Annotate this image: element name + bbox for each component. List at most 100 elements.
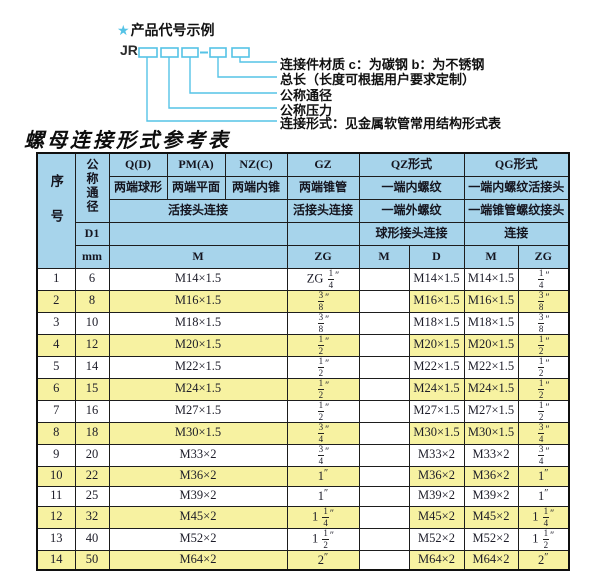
cell-qz-m — [358, 267, 410, 291]
table-row: 10 22 M36×2 1″ M36×2 M36×2 1″ — [36, 465, 570, 487]
header-unit: mm — [74, 244, 110, 269]
header-empty-m — [108, 221, 288, 246]
header-col-qz: QZ形式 — [358, 152, 465, 177]
header-qz-d: D — [408, 244, 465, 269]
table-title: 螺母连接形式参考表 — [24, 130, 231, 152]
code-prefix: JR — [120, 42, 138, 58]
table-row: 1 6 M14×1.5 ZG 1 4 ″ M14×1.5 M14×1.5 1 4 ″ — [36, 267, 570, 291]
header-col-qg-sub3: 连接 — [463, 221, 570, 246]
table-row: 7 16 M27×1.5 1 2 ″ M27×1.5 M27×1.5 1 2 ″ — [36, 399, 570, 423]
callout-line — [168, 57, 277, 109]
table-row: 12 32 M45×2 1 1 4 ″ M45×2 M45×2 1 1 4 ″ — [36, 505, 570, 529]
code-placeholder-box — [231, 47, 250, 58]
cell-qg-m: M20×1.5 — [463, 333, 519, 357]
cell-qg-zg: 1 1 2 ″ — [517, 527, 570, 551]
cell-dn: 15 — [74, 377, 110, 401]
callout-label-diameter: 公称通径 — [280, 88, 333, 103]
cell-qz-d: M33×2 — [408, 443, 465, 467]
cell-dn: 16 — [74, 399, 110, 423]
cell-seq: 1 — [36, 267, 76, 291]
header-col-nz-sub: 两端内锥 — [224, 175, 288, 200]
cell-qz-d: M64×2 — [408, 549, 465, 571]
header-empty-gz — [286, 221, 360, 246]
cell-dn: 25 — [74, 485, 110, 507]
cell-qg-m: M30×1.5 — [463, 421, 519, 445]
cell-gz-zg: 3 8 ″ — [286, 289, 360, 313]
table-row: 2 8 M16×1.5 3 8 ″ M16×1.5 M16×1.5 3 8 ″ — [36, 289, 570, 313]
callout-line — [146, 57, 277, 122]
cell-seq: 14 — [36, 549, 76, 571]
product-code-heading-text: 产品代号示例 — [130, 22, 215, 38]
cell-dn: 20 — [74, 443, 110, 467]
cell-m-thread: M52×2 — [108, 527, 288, 551]
table-row: 3 10 M18×1.5 3 8 ″ M18×1.5 M18×1.5 3 8 ″ — [36, 311, 570, 335]
header-col-nz: NZ(C) — [224, 152, 288, 177]
cell-m-thread: M22×1.5 — [108, 355, 288, 379]
cell-seq: 10 — [36, 465, 76, 487]
cell-qz-m — [358, 399, 410, 423]
table-row: 8 18 M30×1.5 3 4 ″ M30×1.5 M30×1.5 3 4 ″ — [36, 421, 570, 445]
code-placeholder-box — [160, 47, 179, 58]
cell-qg-m: M14×1.5 — [463, 267, 519, 291]
cell-gz-zg: 1 1 2 ″ — [286, 527, 360, 551]
cell-qg-m: M18×1.5 — [463, 311, 519, 335]
header-row-2: 两端球形 两端平面 两端内锥 两端锥管 一端内螺纹 一端内螺纹活接头 — [37, 175, 570, 200]
cell-m-thread: M64×2 — [108, 549, 288, 571]
cell-gz-zg: 1 2 ″ — [286, 377, 360, 401]
product-code-heading: ★产品代号示例 — [117, 20, 215, 40]
cell-seq: 3 — [36, 311, 76, 335]
cell-dn: 40 — [74, 527, 110, 551]
cell-qg-zg: 1″ — [517, 485, 570, 507]
cell-qz-m — [358, 485, 410, 507]
cell-m-thread: M30×1.5 — [108, 421, 288, 445]
header-col-q-sub: 两端球形 — [108, 175, 168, 200]
callout-line — [239, 57, 277, 63]
header-col-pm: PM(A) — [166, 152, 226, 177]
header-nominal-diameter: 公称通径 — [74, 152, 110, 223]
table-row: 9 20 M33×2 3 4 ″ M33×2 M33×2 3 4 ″ — [36, 443, 570, 467]
cell-seq: 9 — [36, 443, 76, 467]
header-col-qg-sub2: 一端锥管螺纹接头 — [463, 198, 570, 223]
cell-qz-d: M45×2 — [408, 505, 465, 529]
cell-qg-zg: 1″ — [517, 465, 570, 487]
cell-qz-m — [358, 443, 410, 467]
table-body: 1 6 M14×1.5 ZG 1 4 ″ M14×1.5 M14×1.5 1 4 ″ 2 8 M16×1.… — [36, 267, 570, 571]
table-row: 14 50 M64×2 2″ M64×2 M64×2 2″ — [36, 549, 570, 571]
header-qg-m: M — [463, 244, 519, 269]
cell-m-thread: M14×1.5 — [108, 267, 288, 291]
cell-seq: 13 — [36, 527, 76, 551]
cell-qg-m: M52×2 — [463, 527, 519, 551]
cell-qg-m: M16×1.5 — [463, 289, 519, 313]
cell-m-thread: M24×1.5 — [108, 377, 288, 401]
header-col-qg-sub: 一端内螺纹活接头 — [463, 175, 570, 200]
cell-qz-m — [358, 333, 410, 357]
cell-qz-d: M36×2 — [408, 465, 465, 487]
cell-gz-zg: 1 2 ″ — [286, 399, 360, 423]
header-col-qz-sub2: 一端外螺纹 — [358, 198, 465, 223]
cell-qz-d: M16×1.5 — [408, 289, 465, 313]
table-row: 11 25 M39×2 1″ M39×2 M39×2 1″ — [36, 485, 570, 507]
cell-gz-zg: 1″ — [286, 465, 360, 487]
cell-qz-m — [358, 355, 410, 379]
code-placeholder-box — [181, 47, 199, 58]
code-placeholder-box — [209, 47, 227, 58]
header-col-gz-sub: 两端锥管 — [286, 175, 360, 200]
callout-label-material: 连接件材质 c：为碳钢 b：为不锈钢 — [280, 57, 485, 72]
header-col-gz: GZ — [286, 152, 360, 177]
cell-gz-zg: 1 2 ″ — [286, 355, 360, 379]
callout-line — [217, 57, 277, 78]
table-row: 4 12 M20×1.5 1 2 ″ M20×1.5 M20×1.5 1 2 ″ — [36, 333, 570, 357]
cell-qg-zg: 3 8 ″ — [517, 311, 570, 335]
nut-connection-table: 序号 公称通径 Q(D) PM(A) NZ(C) GZ QZ形式 QG形式 两端… — [36, 152, 571, 571]
cell-qg-zg: 3 4 ″ — [517, 443, 570, 467]
cell-qz-d: M18×1.5 — [408, 311, 465, 335]
cell-qg-zg: 1 2 ″ — [517, 377, 570, 401]
star-icon: ★ — [117, 22, 130, 38]
header-row-5: mm M ZG M D M ZG — [37, 244, 570, 269]
cell-seq: 2 — [36, 289, 76, 313]
cell-dn: 14 — [74, 355, 110, 379]
cell-seq: 8 — [36, 421, 76, 445]
cell-gz-zg: 2″ — [286, 549, 360, 571]
header-col-q: Q(D) — [108, 152, 168, 177]
